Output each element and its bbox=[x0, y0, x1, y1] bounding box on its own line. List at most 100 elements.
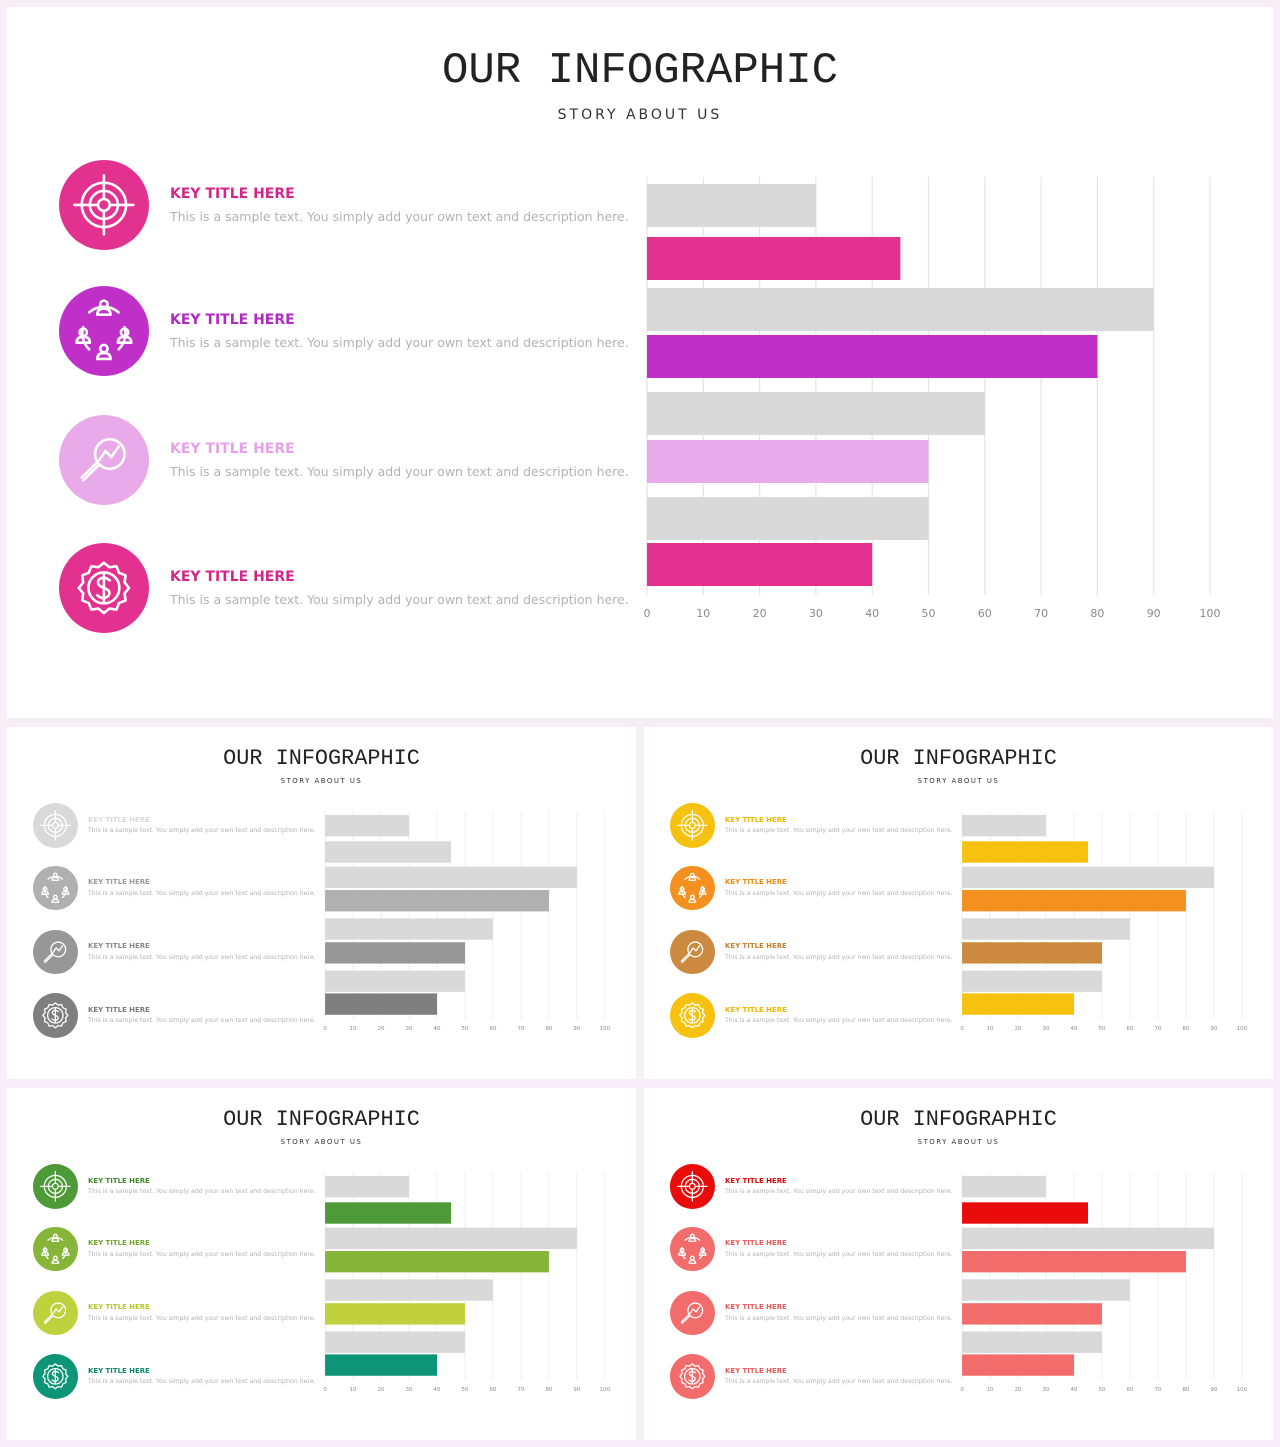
slide-red: OUR INFOGRAPHIC STORY ABOUT US KEY TITLE H… bbox=[644, 1088, 1273, 1440]
target-icon bbox=[73, 174, 135, 236]
x-tick-label: 40 bbox=[865, 607, 879, 620]
key-title: KEY TITLE HERE bbox=[88, 1303, 150, 1312]
bar-reference bbox=[962, 1331, 1102, 1353]
bar-value bbox=[962, 890, 1186, 912]
slide-main: OUR INFOGRAPHIC STORY ABOUT US KEY TITLE H… bbox=[7, 7, 1273, 718]
key-description: This is a sample text. You simply add yo… bbox=[88, 827, 316, 835]
icon-circle bbox=[669, 1354, 715, 1400]
key-title: KEY TITLE HERE bbox=[725, 1239, 787, 1248]
key-description: This is a sample text. You simply add yo… bbox=[88, 1017, 316, 1025]
analytics-icon bbox=[43, 941, 67, 964]
slide-title: OUR INFOGRAPHIC bbox=[223, 1106, 420, 1132]
icon-circle bbox=[32, 929, 78, 975]
x-tick-label: 60 bbox=[489, 1387, 496, 1393]
icon-circle bbox=[669, 1226, 715, 1272]
x-tick-label: 20 bbox=[1015, 1026, 1022, 1032]
icon-circle bbox=[669, 993, 715, 1039]
bar-reference bbox=[962, 1279, 1130, 1301]
analytics-icon bbox=[680, 941, 704, 964]
key-title: KEY TITLE HERE bbox=[88, 1176, 150, 1185]
key-description: This is a sample text. You simply add yo… bbox=[170, 463, 629, 479]
icon-circle bbox=[669, 1164, 715, 1209]
key-description: This is a sample text. You simply add yo… bbox=[88, 1314, 316, 1322]
bar-chart: 0 10 20 30 40 50 60 70 80 90 100 bbox=[960, 1172, 1248, 1393]
key-description: This is a sample text. You simply add yo… bbox=[170, 334, 629, 350]
team-icon bbox=[677, 872, 707, 903]
analytics-icon bbox=[80, 438, 126, 482]
x-tick-label: 20 bbox=[378, 1026, 385, 1032]
bar-value bbox=[962, 993, 1075, 1015]
x-tick-label: 100 bbox=[600, 1387, 611, 1393]
slide-title: OUR INFOGRAPHIC bbox=[223, 745, 420, 771]
bar-chart: 0 10 20 30 40 50 60 70 80 90 100 bbox=[323, 811, 611, 1032]
x-tick-label: 10 bbox=[987, 1387, 994, 1393]
key-description: This is a sample text. You simply add yo… bbox=[725, 827, 953, 835]
x-tick-label: 0 bbox=[644, 607, 651, 620]
bar-reference bbox=[962, 866, 1214, 889]
bar-reference bbox=[325, 1331, 465, 1353]
bar-value bbox=[325, 1202, 451, 1224]
team-icon bbox=[40, 872, 70, 903]
target-icon bbox=[676, 1171, 708, 1202]
key-description: This is a sample text. You simply add yo… bbox=[88, 889, 316, 897]
x-tick-label: 10 bbox=[350, 1026, 357, 1032]
bar-value bbox=[962, 1202, 1088, 1224]
x-tick-label: 20 bbox=[378, 1387, 385, 1393]
x-tick-label: 60 bbox=[489, 1026, 496, 1032]
key-title: KEY TITLE HERE bbox=[88, 1367, 150, 1376]
icon-circle bbox=[59, 286, 149, 376]
x-tick-label: 100 bbox=[1237, 1026, 1248, 1032]
x-tick-label: 90 bbox=[1210, 1387, 1217, 1393]
bar-value bbox=[325, 1303, 465, 1325]
bar-value bbox=[962, 841, 1088, 863]
dollar-badge-icon bbox=[42, 1363, 69, 1390]
bar-reference bbox=[962, 1227, 1214, 1250]
x-tick-label: 80 bbox=[1182, 1026, 1189, 1032]
x-tick-label: 70 bbox=[517, 1026, 524, 1032]
target-icon bbox=[39, 1171, 71, 1202]
slide-subtitle: STORY ABOUT US bbox=[280, 1137, 363, 1146]
bar-value bbox=[962, 1354, 1075, 1376]
key-title: KEY TITLE HERE bbox=[725, 878, 787, 887]
icon-circle bbox=[32, 803, 78, 848]
icon-circle bbox=[59, 543, 149, 633]
target-icon bbox=[676, 810, 708, 841]
icon-circle bbox=[669, 865, 715, 911]
dollar-badge-icon bbox=[42, 1002, 69, 1029]
key-title: KEY TITLE HERE bbox=[725, 815, 787, 824]
x-tick-label: 40 bbox=[1071, 1026, 1078, 1032]
key-description: This is a sample text. You simply add yo… bbox=[725, 1188, 953, 1196]
bar-value bbox=[962, 942, 1102, 964]
x-tick-label: 80 bbox=[545, 1387, 552, 1393]
slide-orange: OUR INFOGRAPHIC STORY ABOUT US KEY TITLE H… bbox=[644, 727, 1273, 1079]
icon-circle bbox=[669, 1290, 715, 1336]
x-tick-label: 10 bbox=[350, 1387, 357, 1393]
bar-reference bbox=[325, 814, 410, 837]
bar-value bbox=[325, 1251, 549, 1273]
bar-chart: 0 10 20 30 40 50 60 70 80 90 100 bbox=[323, 1172, 611, 1393]
key-title: KEY TITLE HERE bbox=[725, 1176, 787, 1185]
bar-reference bbox=[647, 184, 816, 227]
key-description: This is a sample text. You simply add yo… bbox=[725, 1314, 953, 1322]
x-tick-label: 70 bbox=[1034, 607, 1048, 620]
bar-reference bbox=[962, 1175, 1047, 1198]
key-title: KEY TITLE HERE bbox=[170, 311, 295, 328]
bar-value bbox=[325, 942, 465, 964]
key-title: KEY TITLE HERE bbox=[170, 440, 295, 457]
icon-circle bbox=[669, 929, 715, 975]
slide-subtitle: STORY ABOUT US bbox=[917, 1137, 1000, 1146]
key-title: KEY TITLE HERE bbox=[170, 185, 295, 202]
x-tick-label: 100 bbox=[600, 1026, 611, 1032]
key-description: This is a sample text. You simply add yo… bbox=[88, 1378, 316, 1386]
x-tick-label: 50 bbox=[462, 1026, 469, 1032]
key-description: This is a sample text. You simply add yo… bbox=[725, 1250, 953, 1258]
key-description: This is a sample text. You simply add yo… bbox=[725, 1017, 953, 1025]
bar-reference bbox=[962, 814, 1047, 837]
bar-value bbox=[325, 993, 438, 1015]
bar-value bbox=[647, 543, 873, 586]
bar-reference bbox=[325, 970, 465, 992]
x-tick-label: 90 bbox=[1210, 1026, 1217, 1032]
key-title: KEY TITLE HERE bbox=[725, 1367, 787, 1376]
bar-value bbox=[325, 1354, 438, 1376]
icon-circle bbox=[32, 1354, 78, 1400]
